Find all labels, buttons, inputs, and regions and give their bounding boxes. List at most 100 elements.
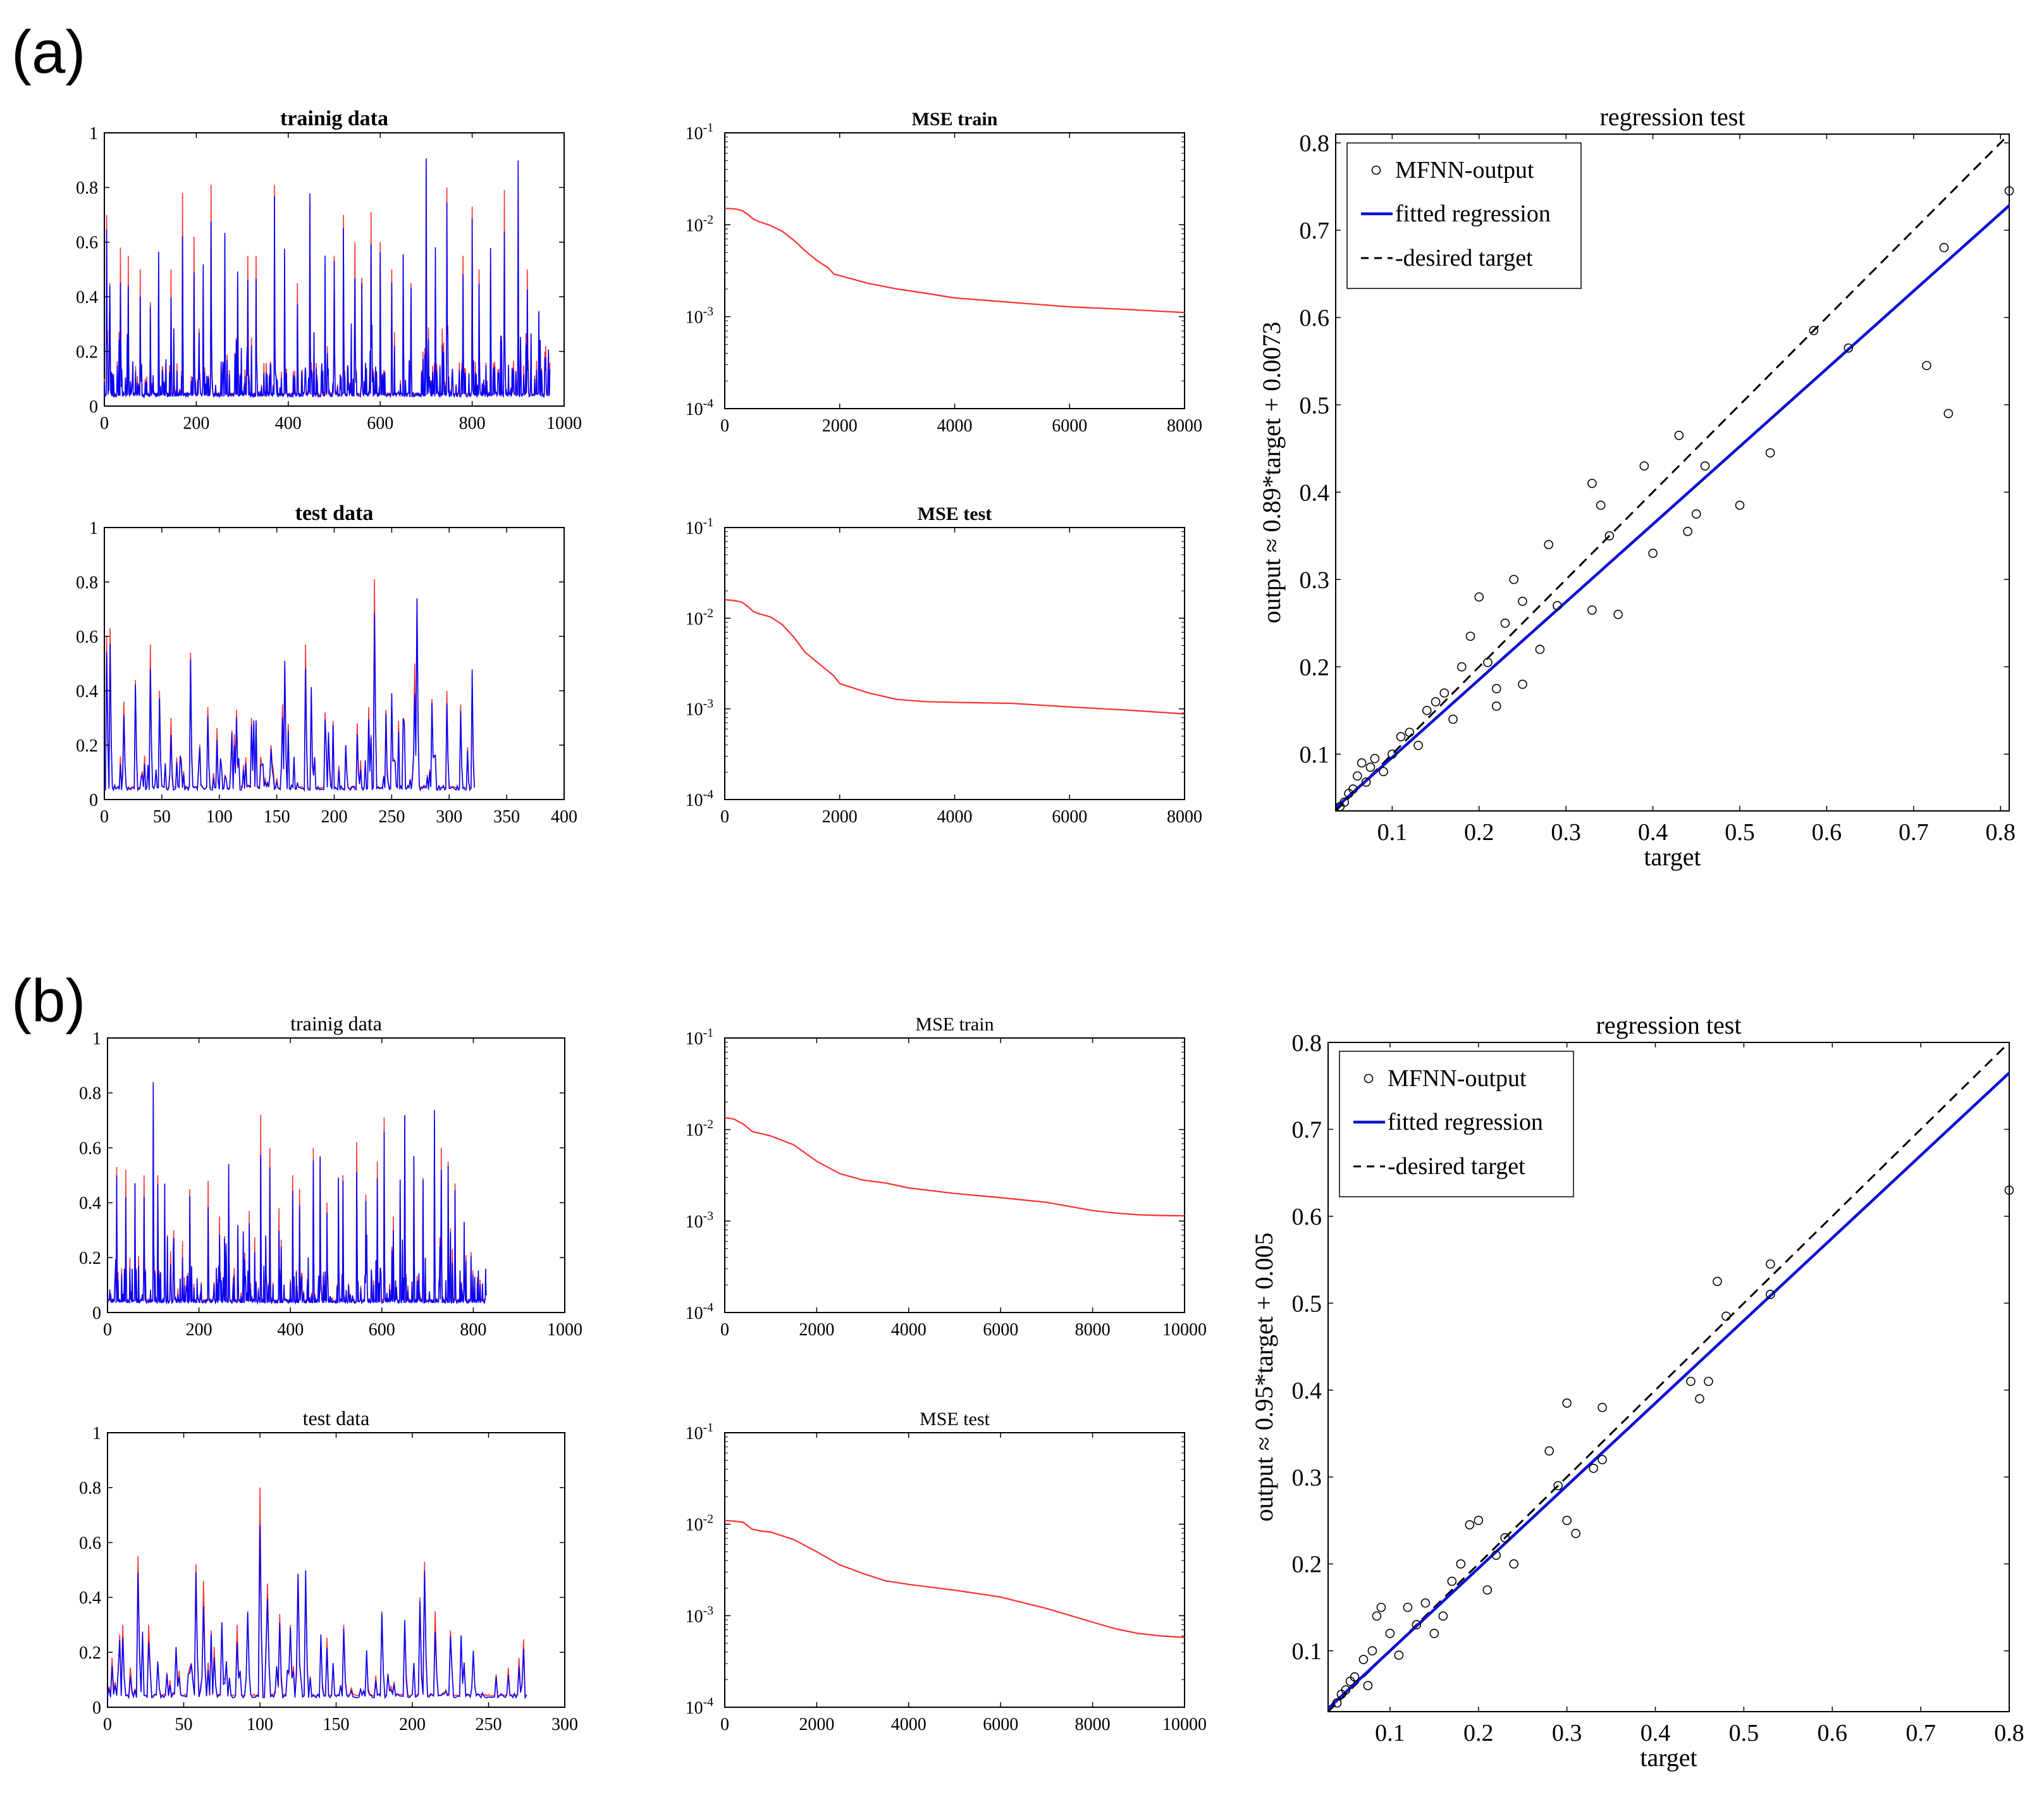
a-regression-point (1518, 679, 1527, 689)
a-regression-ytick-label: 0.4 (1300, 479, 1330, 506)
b-mse-test-ytick-exponent: -4 (703, 1696, 714, 1709)
b-regression-point (1562, 1398, 1572, 1408)
b-regression-legend-marker-points (1364, 1073, 1374, 1084)
b-train-chart: trainig data 0 200 400 600 800 1000 0 0.2 0.4 0.6 0… (79, 1012, 582, 1340)
b-train-title: trainig data (290, 1012, 382, 1035)
a-train-series-output (104, 158, 551, 399)
b-test-ytick-label: 1 (92, 1424, 101, 1443)
b-mse-train-xtick-label: 2000 (799, 1320, 834, 1340)
a-regression-point (1405, 727, 1415, 738)
panel-label-a: (a) (11, 18, 85, 86)
a-regression-point (1535, 645, 1545, 654)
b-mse-test-ytick-label: 10-1 (686, 1421, 713, 1443)
a-regression-point (1587, 605, 1597, 615)
b-mse-train-xtick-label: 4000 (891, 1320, 927, 1340)
b-regression-ytick-label: 0.2 (1292, 1552, 1322, 1578)
b-regression-title: regression test (1596, 1011, 1742, 1039)
a-train-xtick-label: 400 (275, 414, 302, 433)
a-regression-legend-label: MFNN-output (1395, 157, 1534, 183)
b-test-series-output (107, 1525, 527, 1700)
a-regression-point (1518, 596, 1527, 606)
b-mse-test-xtick-label: 6000 (983, 1715, 1018, 1734)
b-regression-point (1447, 1576, 1457, 1586)
a-regression-point (1735, 500, 1745, 510)
b-test-xtick-label: 300 (551, 1715, 578, 1734)
b-regression-fitted-regression-line (1327, 1072, 2010, 1710)
b-train-ytick-label: 0 (92, 1304, 101, 1323)
b-mse-test-title: MSE test (920, 1409, 990, 1430)
a-regression-chart: regression test 0.1 0.2 0.3 0.4 0.5 0.6 0.7 0.8 0… (1257, 102, 2016, 871)
b-regression-xlabel: target (1640, 1743, 1697, 1772)
a-mse-train-xtick-label: 2000 (822, 416, 858, 436)
a-mse-test-xtick-label: 8000 (1167, 807, 1202, 827)
b-mse-test-ytick-label: 10-4 (686, 1696, 714, 1718)
a-regression-point (1388, 749, 1397, 759)
a-regression-point (1357, 758, 1367, 768)
b-regression-xtick-label: 0.1 (1375, 1720, 1405, 1746)
b-train-xtick-label: 200 (186, 1320, 212, 1340)
a-regression-legend-label: fitted regression (1395, 201, 1551, 227)
a-regression-xtick-label: 0.4 (1638, 819, 1668, 846)
b-regression-xtick-label: 0.3 (1552, 1720, 1582, 1746)
a-train-xtick-label: 1000 (546, 414, 582, 433)
b-regression-legend-label: MFNN-output (1388, 1065, 1527, 1092)
a-train-xtick-label: 800 (459, 414, 486, 433)
b-regression-point (1438, 1611, 1448, 1621)
b-mse-test-chart: MSE test 0 2000 4000 6000 8000 10000 10-4 10-3 10… (686, 1409, 1207, 1734)
a-test-ytick-label: 0 (89, 791, 98, 810)
a-regression-point (1943, 409, 1954, 419)
a-regression-ytick-label: 0.5 (1300, 392, 1330, 419)
b-regression-ytick-label: 0.5 (1292, 1291, 1322, 1318)
a-mse-train-series-mse (725, 207, 1185, 314)
a-test-series-output (104, 598, 475, 792)
a-train-xtick-label: 200 (183, 414, 209, 433)
b-regression-point (1553, 1481, 1563, 1491)
b-regression-legend-box (1339, 1051, 1574, 1197)
b-regression-point (1721, 1311, 1731, 1321)
a-mse-train-ytick-label: 10-4 (686, 397, 714, 419)
a-regression-point (1491, 684, 1501, 694)
a-test-ytick-label: 0.6 (76, 627, 98, 647)
b-mse-train-ytick-exponent: -4 (703, 1301, 714, 1314)
a-regression-point (1700, 461, 1710, 471)
a-mse-test-title: MSE test (918, 504, 992, 524)
b-regression-point (1766, 1290, 1775, 1299)
a-regression-ytick-label: 0.7 (1300, 218, 1330, 244)
b-regression-point (1482, 1585, 1493, 1595)
a-mse-test-ytick-label: 10-3 (686, 698, 714, 720)
b-regression-ytick-label: 0.4 (1292, 1378, 1322, 1404)
b-mse-test-plot-frame (724, 1432, 1185, 1708)
a-regression-xlabel: target (1644, 843, 1701, 871)
b-train-xtick-label: 600 (369, 1320, 395, 1340)
a-test-ytick-label: 0.4 (76, 682, 98, 701)
b-mse-train-title: MSE train (915, 1014, 994, 1035)
a-mse-test-xtick-label: 4000 (937, 807, 973, 827)
b-regression-ytick-label: 0.7 (1292, 1117, 1322, 1144)
b-regression-ytick-label: 0.3 (1292, 1464, 1322, 1491)
b-regression-point (1509, 1559, 1519, 1569)
a-mse-train-plot-frame (724, 132, 1185, 409)
a-test-xtick-label: 0 (100, 807, 109, 827)
b-train-ytick-label: 0.4 (79, 1194, 101, 1213)
a-mse-train-ytick-label: 10-3 (686, 306, 714, 328)
b-mse-test-xtick-label: 2000 (799, 1715, 834, 1734)
b-regression-point (1598, 1402, 1607, 1412)
a-regression-point (1596, 500, 1606, 510)
a-regression-point (1500, 618, 1510, 628)
a-test-xtick-label: 150 (264, 807, 290, 827)
b-regression-ylabel: output ≈ 0.95*target + 0.005 (1250, 1232, 1278, 1521)
b-train-series-output (107, 1082, 488, 1305)
a-regression-ytick-label: 0.1 (1300, 742, 1330, 769)
a-mse-test-series-mse (724, 599, 1185, 715)
a-test-ytick-label: 0.8 (76, 573, 98, 593)
b-regression-point (1474, 1516, 1484, 1526)
a-regression-fitted-regression-line (1334, 204, 2010, 809)
b-regression-point (1562, 1516, 1572, 1526)
b-mse-train-ytick-exponent: -3 (703, 1209, 714, 1223)
a-mse-test-plot-frame (724, 527, 1185, 800)
b-regression-ytick-label: 0.1 (1292, 1638, 1322, 1665)
a-train-ytick-label: 0.2 (76, 342, 98, 362)
a-regression-point (1353, 771, 1362, 781)
a-test-title: test data (295, 502, 374, 525)
